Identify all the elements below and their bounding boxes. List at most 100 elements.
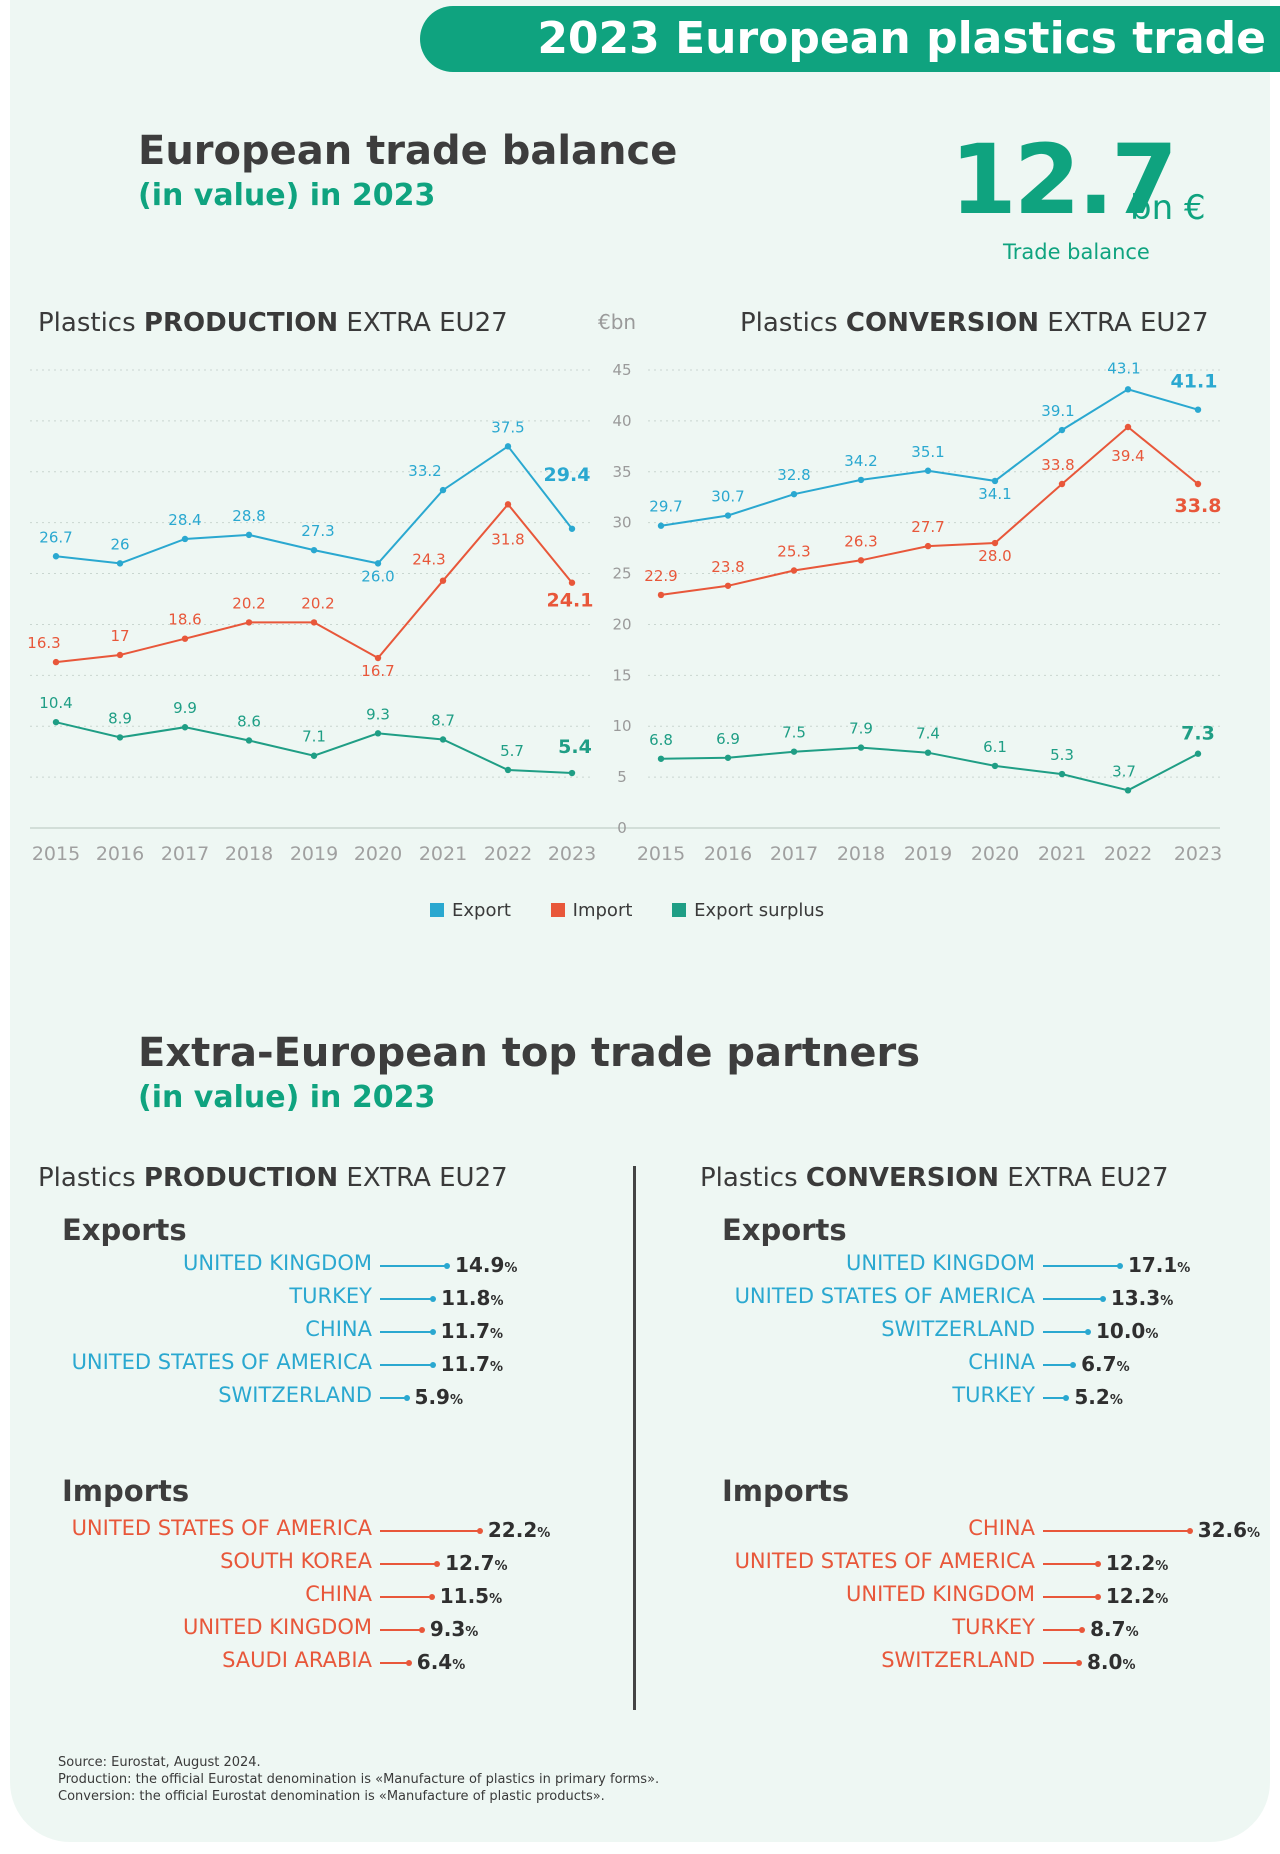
percent-sign: % — [1125, 1625, 1139, 1640]
share-line — [1043, 1530, 1190, 1532]
data-point — [724, 582, 732, 589]
banner-title: 2023 European plastics trade — [420, 6, 1280, 72]
share-line — [1043, 1364, 1074, 1366]
share-value: 10.0% — [1096, 1319, 1158, 1343]
data-label: 20.2 — [232, 594, 265, 612]
share-dot — [434, 1561, 441, 1567]
data-point — [568, 769, 576, 777]
percent-sign: % — [494, 1559, 508, 1574]
share-dot — [429, 1362, 436, 1368]
x-tick-label: 2023 — [548, 843, 596, 865]
legend-swatch — [550, 903, 565, 917]
partner-row: UNITED KINGDOM 14.9% — [0, 1251, 1280, 1281]
partner-row: TURKEY 11.8% — [0, 1284, 1280, 1314]
data-point — [504, 766, 512, 774]
partner-row: UNITED KINGDOM 9.3% — [0, 1615, 1280, 1645]
data-label: 28.8 — [232, 507, 265, 525]
percent-sign: % — [1145, 1327, 1159, 1342]
data-label: 29.4 — [544, 464, 591, 486]
x-tick-label: 2016 — [704, 843, 752, 865]
legend-export: Export — [430, 900, 511, 921]
heading-post: EXTRA EU27 — [999, 1163, 1169, 1193]
share-value: 32.6% — [1198, 1518, 1260, 1542]
share-value: 11.5% — [440, 1584, 502, 1608]
x-tick-label: 2023 — [1174, 843, 1222, 865]
data-label: 5.4 — [558, 736, 592, 758]
partner-country: SWITZERLAND — [881, 1648, 1035, 1672]
share-value: 12.7% — [445, 1551, 507, 1575]
partner-row: UNITED STATES OF AMERICA 12.2% — [0, 1549, 1280, 1579]
share-line — [1043, 1397, 1067, 1399]
share-dot — [1085, 1329, 1091, 1335]
data-point — [310, 752, 318, 759]
partners-heading-conversion: Plastics CONVERSION EXTRA EU27 — [700, 1163, 1169, 1193]
percent-sign: % — [1155, 1592, 1169, 1607]
column-divider — [633, 1166, 636, 1710]
data-label: 22.9 — [644, 567, 677, 585]
percent-sign: % — [465, 1625, 479, 1640]
share-value: 5.2% — [1074, 1385, 1122, 1409]
share-line — [1043, 1596, 1098, 1598]
conversion-exports-label: Exports — [722, 1213, 847, 1247]
data-point — [1124, 787, 1132, 794]
y-tick-label: 10 — [612, 717, 631, 735]
data-point — [181, 635, 189, 642]
heading-post: EXTRA EU27 — [338, 1163, 508, 1193]
share-number: 8.0 — [1087, 1650, 1123, 1674]
share-dot — [1186, 1528, 1193, 1534]
data-point — [1058, 770, 1066, 778]
data-point — [724, 754, 732, 761]
share-line — [1043, 1298, 1103, 1300]
x-tick-label: 2019 — [904, 843, 952, 865]
data-label: 17 — [110, 627, 129, 645]
data-label: 37.5 — [491, 418, 524, 436]
partners-title: Extra-European top trade partners — [138, 1030, 921, 1076]
data-point — [374, 560, 382, 567]
production-imports-label: Imports — [62, 1474, 190, 1508]
data-label: 34.1 — [978, 485, 1011, 503]
data-point — [1194, 480, 1202, 488]
share-number: 12.2 — [1105, 1551, 1156, 1575]
data-label: 7.1 — [302, 728, 326, 746]
heading-bold: CONVERSION — [845, 308, 1040, 338]
share-number: 22.2 — [487, 1518, 538, 1542]
percent-sign: % — [1155, 1559, 1169, 1574]
data-label: 23.8 — [711, 558, 744, 576]
percent-sign: % — [1247, 1526, 1261, 1541]
page-background — [10, 0, 1270, 1842]
percent-sign: % — [449, 1393, 464, 1408]
data-point — [310, 546, 318, 554]
data-point — [724, 512, 732, 519]
share-number: 10.0 — [1096, 1319, 1146, 1343]
data-label: 7.9 — [849, 720, 873, 738]
percent-sign: % — [490, 1327, 504, 1342]
x-tick-label: 2015 — [637, 843, 685, 865]
x-tick-label: 2021 — [1038, 843, 1086, 865]
share-line — [380, 1265, 448, 1267]
partner-country: UNITED STATES OF AMERICA — [71, 1350, 372, 1374]
data-point — [245, 737, 253, 744]
chart-heading-production: Plastics PRODUCTION EXTRA EU27 — [38, 308, 508, 338]
data-point — [657, 522, 665, 529]
partner-country: UNITED STATES OF AMERICA — [734, 1284, 1035, 1308]
partner-row: UNITED STATES OF AMERICA 22.2% — [0, 1516, 1280, 1546]
share-number: 5.9 — [414, 1385, 450, 1409]
partner-country: UNITED KINGDOM — [846, 1582, 1035, 1606]
percent-sign: % — [1177, 1261, 1191, 1276]
share-number: 32.6 — [1197, 1518, 1248, 1542]
share-dot — [444, 1263, 451, 1269]
x-tick-label: 2016 — [96, 843, 144, 865]
data-point — [857, 557, 865, 564]
share-value: 5.9% — [415, 1385, 463, 1409]
percent-sign: % — [1116, 1360, 1130, 1375]
data-label: 24.1 — [547, 590, 594, 612]
partner-row: SAUDI ARABIA 6.4% — [0, 1648, 1280, 1678]
share-number: 9.3 — [429, 1617, 466, 1641]
data-label: 8.6 — [237, 712, 261, 730]
share-value: 14.9% — [455, 1253, 517, 1277]
heading-post: EXTRA EU27 — [338, 308, 508, 338]
data-label: 26 — [110, 535, 129, 553]
x-tick-label: 2018 — [225, 843, 273, 865]
share-number: 17.1 — [1127, 1253, 1178, 1277]
percent-sign: % — [1122, 1658, 1136, 1673]
